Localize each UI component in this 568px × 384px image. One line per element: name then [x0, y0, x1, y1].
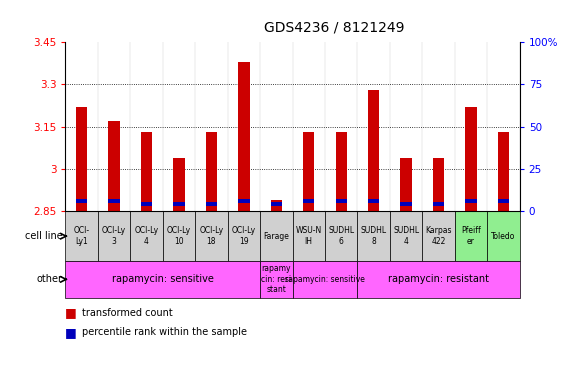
Bar [238, 199, 249, 204]
Bar [173, 202, 185, 206]
Bar [433, 158, 444, 211]
Bar [357, 261, 520, 298]
Bar [368, 90, 379, 211]
Text: ■: ■ [65, 326, 77, 339]
Bar [498, 199, 509, 204]
Text: OCI-Ly
4: OCI-Ly 4 [135, 227, 158, 246]
Text: other: other [36, 274, 62, 285]
Text: transformed count: transformed count [82, 308, 173, 318]
Bar [76, 107, 87, 211]
Text: Toledo: Toledo [491, 232, 516, 241]
Bar [293, 211, 325, 261]
Text: ■: ■ [65, 306, 77, 319]
Bar [455, 211, 487, 261]
Bar [270, 200, 282, 211]
Bar [141, 132, 152, 211]
Text: OCI-Ly
3: OCI-Ly 3 [102, 227, 126, 246]
Bar [65, 261, 260, 298]
Bar [76, 199, 87, 204]
Bar [400, 158, 412, 211]
Bar [173, 158, 185, 211]
Bar [390, 211, 423, 261]
Text: SUDHL
6: SUDHL 6 [328, 227, 354, 246]
Bar [303, 199, 315, 204]
Text: Karpas
422: Karpas 422 [425, 227, 452, 246]
Bar [400, 202, 412, 206]
Text: cell line: cell line [25, 231, 62, 241]
Bar [423, 211, 455, 261]
Bar [108, 199, 120, 204]
Text: OCI-Ly
18: OCI-Ly 18 [199, 227, 223, 246]
Text: rapamy
cin: resi
stant: rapamy cin: resi stant [261, 265, 291, 294]
Bar [206, 202, 217, 206]
Bar [303, 132, 315, 211]
Text: OCI-
Ly1: OCI- Ly1 [73, 227, 90, 246]
Text: OCI-Ly
19: OCI-Ly 19 [232, 227, 256, 246]
Bar [433, 202, 444, 206]
Bar [141, 202, 152, 206]
Text: OCI-Ly
10: OCI-Ly 10 [167, 227, 191, 246]
Bar [108, 121, 120, 211]
Text: SUDHL
8: SUDHL 8 [361, 227, 387, 246]
Bar [368, 199, 379, 204]
Bar [65, 211, 98, 261]
Bar [228, 211, 260, 261]
Text: Pfeiff
er: Pfeiff er [461, 227, 481, 246]
Text: rapamycin: sensitive: rapamycin: sensitive [112, 274, 214, 285]
Bar [130, 211, 162, 261]
Bar [487, 211, 520, 261]
Bar [238, 62, 249, 211]
Bar [195, 211, 228, 261]
Bar [336, 132, 347, 211]
Bar [260, 261, 293, 298]
Text: percentile rank within the sample: percentile rank within the sample [82, 327, 247, 337]
Bar [260, 211, 293, 261]
Bar [206, 132, 217, 211]
Text: GDS4236 / 8121249: GDS4236 / 8121249 [264, 21, 404, 35]
Bar [465, 199, 477, 204]
Bar [357, 211, 390, 261]
Text: rapamycin: sensitive: rapamycin: sensitive [285, 275, 365, 284]
Bar [336, 199, 347, 204]
Text: SUDHL
4: SUDHL 4 [393, 227, 419, 246]
Bar [325, 211, 357, 261]
Bar [162, 211, 195, 261]
Bar [293, 261, 357, 298]
Bar [98, 211, 130, 261]
Text: Farage: Farage [264, 232, 289, 241]
Bar [498, 132, 509, 211]
Text: rapamycin: resistant: rapamycin: resistant [388, 274, 489, 285]
Bar [465, 107, 477, 211]
Text: WSU-N
IH: WSU-N IH [295, 227, 322, 246]
Bar [270, 202, 282, 206]
